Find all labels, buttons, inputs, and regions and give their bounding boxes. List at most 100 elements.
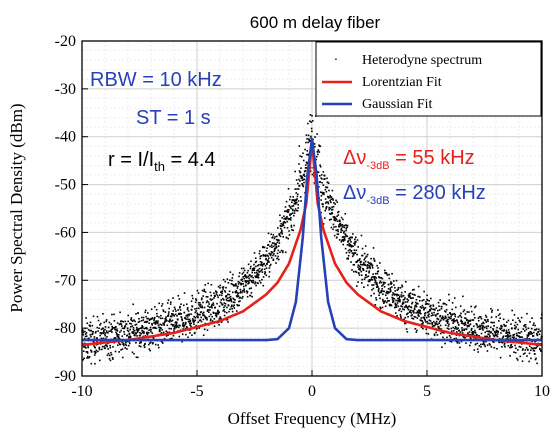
heterodyne-point: [127, 344, 130, 347]
heterodyne-point: [121, 335, 124, 337]
heterodyne-point: [226, 318, 229, 321]
heterodyne-point: [534, 358, 537, 361]
heterodyne-point: [327, 197, 330, 199]
heterodyne-point: [226, 299, 228, 302]
heterodyne-point: [284, 251, 287, 254]
heterodyne-point: [103, 345, 106, 348]
heterodyne-point: [452, 322, 454, 325]
heterodyne-point: [448, 323, 450, 326]
heterodyne-point: [236, 291, 238, 294]
heterodyne-point: [188, 318, 191, 321]
heterodyne-point: [190, 322, 193, 325]
heterodyne-point: [220, 321, 223, 323]
heterodyne-point: [241, 278, 243, 281]
heterodyne-point: [138, 317, 140, 320]
heterodyne-point: [190, 325, 192, 328]
heterodyne-point: [433, 325, 436, 327]
legend-label-heterodyne: Heterodyne spectrum: [362, 53, 482, 68]
heterodyne-point: [82, 350, 85, 353]
heterodyne-point: [297, 188, 300, 190]
x-tick-label: 5: [423, 383, 431, 400]
heterodyne-point: [224, 311, 226, 313]
heterodyne-point: [250, 292, 253, 294]
heterodyne-point: [242, 295, 244, 298]
heterodyne-point: [342, 235, 345, 238]
heterodyne-point: [403, 308, 406, 311]
heterodyne-point: [507, 319, 510, 322]
heterodyne-point: [168, 321, 171, 323]
heterodyne-point: [415, 305, 418, 308]
heterodyne-point: [284, 217, 287, 220]
heterodyne-point: [409, 311, 412, 313]
heterodyne-point: [144, 342, 146, 345]
heterodyne-point: [367, 266, 369, 269]
heterodyne-point: [84, 330, 86, 333]
heterodyne-point: [274, 243, 277, 245]
heterodyne-point: [533, 329, 536, 331]
heterodyne-point: [132, 303, 134, 306]
heterodyne-point: [502, 336, 505, 338]
heterodyne-point: [181, 319, 184, 322]
heterodyne-point: [500, 341, 503, 344]
heterodyne-point: [265, 274, 268, 277]
heterodyne-point: [120, 349, 122, 351]
heterodyne-point: [163, 322, 165, 325]
heterodyne-point: [352, 233, 354, 235]
heterodyne-point: [390, 282, 393, 285]
heterodyne-point: [137, 312, 139, 314]
heterodyne-point: [182, 323, 184, 326]
heterodyne-point: [343, 224, 346, 227]
heterodyne-point: [371, 289, 373, 291]
heterodyne-point: [153, 321, 156, 324]
heterodyne-point: [183, 292, 186, 294]
heterodyne-point: [384, 294, 387, 297]
heterodyne-point: [355, 271, 358, 273]
heterodyne-point: [256, 269, 258, 272]
heterodyne-point: [403, 306, 406, 308]
heterodyne-point: [123, 327, 126, 330]
heterodyne-point: [235, 284, 237, 287]
heterodyne-point: [519, 336, 521, 339]
heterodyne-point: [95, 349, 98, 352]
heterodyne-point: [406, 307, 409, 310]
heterodyne-point: [107, 348, 109, 350]
heterodyne-point: [345, 224, 348, 227]
heterodyne-point: [334, 219, 337, 222]
heterodyne-point: [307, 122, 309, 125]
heterodyne-point: [268, 267, 271, 269]
heterodyne-point: [529, 333, 532, 335]
heterodyne-point: [373, 275, 376, 278]
heterodyne-point: [460, 312, 462, 315]
heterodyne-point: [145, 315, 147, 318]
heterodyne-point: [370, 276, 373, 279]
heterodyne-point: [105, 320, 108, 323]
heterodyne-point: [107, 352, 110, 355]
heterodyne-point: [357, 281, 359, 283]
heterodyne-point: [157, 324, 160, 327]
heterodyne-point: [116, 334, 118, 336]
heterodyne-point: [285, 210, 287, 212]
heterodyne-point: [441, 346, 443, 349]
heterodyne-point: [257, 276, 260, 279]
heterodyne-point: [341, 224, 344, 226]
heterodyne-point: [354, 252, 357, 254]
heterodyne-point: [404, 291, 406, 293]
heterodyne-point: [133, 352, 135, 355]
heterodyne-point: [159, 317, 162, 320]
heterodyne-point: [239, 290, 242, 293]
heterodyne-point: [374, 272, 377, 275]
heterodyne-point: [281, 231, 283, 233]
heterodyne-point: [511, 327, 513, 329]
heterodyne-point: [458, 329, 460, 332]
heterodyne-point: [330, 209, 333, 211]
heterodyne-point: [503, 323, 505, 326]
heterodyne-point: [460, 319, 463, 322]
heterodyne-point: [93, 345, 95, 347]
heterodyne-point: [124, 320, 127, 323]
heterodyne-point: [402, 302, 405, 304]
heterodyne-point: [383, 301, 386, 303]
heterodyne-point: [382, 281, 385, 284]
heterodyne-point: [143, 331, 145, 333]
heterodyne-point: [174, 308, 177, 310]
heterodyne-point: [302, 152, 304, 155]
